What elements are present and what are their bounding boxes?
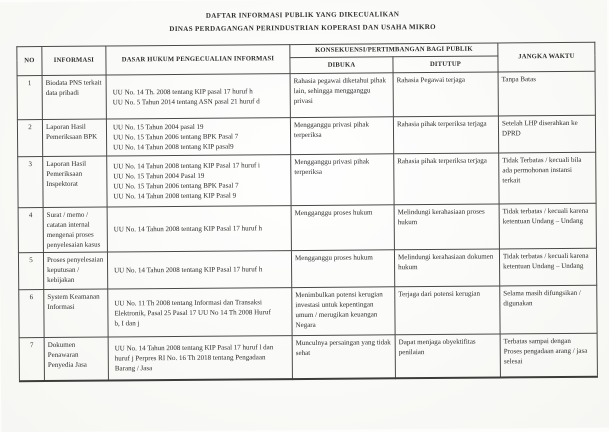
cell-dasar-hukum: UU No. 14 Tahun 2008 tentang KIP Pasal 1… (107, 250, 292, 290)
table-row: 3 Laporan Hasil Pemeriksaan Inspektorat … (17, 152, 597, 208)
table-row: 5 Proses penyelesaian keputusan / kebija… (18, 248, 597, 290)
cell-dibuka: Mengganggu privasi pihak terperiksa (290, 116, 394, 155)
cell-no: 5 (18, 252, 44, 290)
cell-dasar-hukum: UU No. 11 Th 2008 tentang Informasi dan … (107, 287, 293, 338)
cell-informasi: Dokumen Penawaran Penyedia Jasa (44, 337, 109, 381)
cell-dibuka: Menimbulkan potensi kerugian investasi u… (291, 286, 396, 336)
cell-no: 4 (18, 207, 44, 253)
cell-ditutup: Rahasia Pegawai terjaga (393, 71, 499, 117)
cell-jangka-waktu: Selama masih difungsikan / digunakan (499, 285, 598, 334)
cell-informasi: Laporan Hasil Pemeriksaan Inspektorat (42, 156, 108, 208)
cell-dasar-hukum: UU No. 14 Tahun 2008 tentang KIP Pasal 1… (107, 205, 292, 253)
cell-informasi: Proses penyelesaian keputusan / kebijaka… (43, 252, 108, 290)
table-row: 4 Surat / memo / catatan internal mengen… (18, 203, 597, 253)
cell-dibuka: Rahasia pegawai diketahui pihak lain, se… (290, 72, 394, 118)
cell-informasi: System Keamanan Informasi (43, 289, 109, 338)
cell-informasi: Laporan Hasil Pemeriksaan BPK (42, 119, 107, 157)
cell-dasar-hukum: UU No. 15 Tahun 2004 pasal 19 UU No. 15 … (106, 117, 291, 157)
table-row: 7 Dokumen Penawaran Penyedia Jasa UU No.… (19, 333, 598, 381)
cell-dibuka: Mengganggu privasi pihak terperiksa (290, 153, 395, 206)
col-header-no: NO (16, 46, 43, 76)
table-row: 2 Laporan Hasil Pemeriksaan BPK UU No. 1… (17, 115, 596, 157)
cell-ditutup: Rahasia pihak terperiksa terjaga (393, 152, 500, 205)
cell-ditutup: Rahasia pihak terperiksa terjaga (393, 115, 499, 154)
cell-jangka-waktu: Tanpa Batas (498, 71, 596, 116)
cell-ditutup: Melindungi kerahasiaan proses hukum (394, 203, 500, 250)
cell-jangka-waktu: Setelah LHP diserahkan ke DPRD (498, 115, 596, 153)
col-header-dibuka: DIBUKA (289, 56, 394, 74)
cell-dasar-hukum: UU No. 14 Tahun 2008 tentang KIP Pasal 1… (108, 335, 293, 381)
cell-jangka-waktu: Terbatas sampai dengan Proses pengadaan … (500, 333, 598, 377)
col-header-jangka-waktu: JANGKA WAKTU (497, 42, 596, 72)
cell-ditutup: Dapat menjaga obyektifitas penilaian (395, 333, 501, 378)
col-header-informasi: INFORMASI (41, 46, 107, 76)
cell-dasar-hukum: UU No. 14 Th. 2008 tentang KIP pasal 17 … (106, 73, 291, 120)
table-row: 6 System Keamanan Informasi UU No. 11 Th… (18, 285, 598, 338)
cell-informasi: Surat / memo / catatan internal mengenai… (43, 207, 108, 253)
cell-jangka-waktu: Tidak terbatas / kecuali karena ketentua… (499, 203, 597, 249)
document-title: DAFTAR INFORMASI PUBLIK YANG DIKECUALIKA… (0, 7, 607, 38)
cell-dibuka: Munculnya persaingan yang tidak sehat (292, 334, 396, 379)
cell-no: 1 (17, 75, 43, 120)
cell-ditutup: Terjaga dari potensi kerugian (394, 285, 501, 335)
cell-no: 6 (18, 289, 45, 338)
col-header-ditutup: DITUTUP (392, 55, 499, 73)
cell-dasar-hukum: UU No. 14 Tahun 2008 tentang KIP Pasal 1… (106, 154, 292, 208)
col-header-dasar-hukum: DASAR HUKUM PENGECUALIAN INFORMASI (105, 44, 291, 76)
cell-ditutup: Melindungi kerahasiaan dokumen hukum (394, 248, 500, 287)
cell-no: 2 (17, 119, 43, 157)
exclusion-info-table: NO INFORMASI DASAR HUKUM PENGECUALIAN IN… (16, 41, 598, 382)
cell-jangka-waktu: Tidak Terbatas / kecuali bila ada permoh… (498, 152, 597, 204)
cell-jangka-waktu: Tidak terbatas / kecuali karena ketentua… (499, 248, 597, 286)
cell-dibuka: Mengganggu proses hukum (291, 249, 395, 288)
cell-dibuka: Mengganggu proses hukum (291, 204, 395, 251)
table-row: 1 Biodata PNS terkait data pribadi UU No… (17, 71, 596, 120)
cell-informasi: Biodata PNS terkait data pribadi (42, 75, 107, 120)
cell-no: 3 (17, 156, 44, 208)
cell-no: 7 (19, 337, 45, 381)
